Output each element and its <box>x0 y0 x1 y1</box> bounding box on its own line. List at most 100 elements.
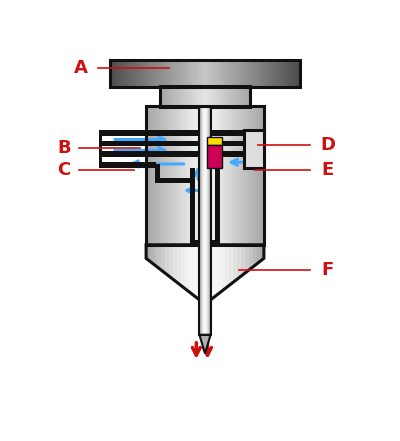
Bar <box>182 86 184 107</box>
Bar <box>191 105 193 245</box>
Bar <box>248 105 250 245</box>
Bar <box>160 86 250 107</box>
Bar <box>199 60 202 87</box>
Bar <box>290 60 293 87</box>
Polygon shape <box>158 245 162 271</box>
Polygon shape <box>225 245 228 289</box>
Bar <box>181 86 182 107</box>
Bar <box>208 86 210 107</box>
Bar <box>226 105 228 245</box>
Bar <box>195 105 197 245</box>
Bar <box>287 60 290 87</box>
Bar <box>204 86 205 107</box>
Bar <box>211 86 212 107</box>
Bar <box>256 60 258 87</box>
Bar <box>178 86 180 107</box>
Text: C: C <box>57 161 70 179</box>
Polygon shape <box>146 245 150 262</box>
Bar <box>180 86 181 107</box>
Bar <box>163 86 164 107</box>
Bar <box>193 86 194 107</box>
Bar <box>238 105 240 245</box>
Bar <box>228 105 230 245</box>
Bar <box>202 86 204 107</box>
Bar <box>236 86 238 107</box>
Bar <box>146 105 148 245</box>
Bar <box>174 86 175 107</box>
Bar <box>250 105 252 245</box>
Bar <box>166 105 168 245</box>
Polygon shape <box>217 245 221 295</box>
Bar <box>214 60 218 87</box>
Polygon shape <box>248 245 252 271</box>
Bar <box>242 86 244 107</box>
Bar <box>238 86 240 107</box>
Polygon shape <box>178 245 182 286</box>
Bar <box>194 86 196 107</box>
Bar <box>170 60 174 87</box>
Polygon shape <box>228 245 232 286</box>
Bar <box>242 105 244 245</box>
Bar <box>142 60 145 87</box>
Bar <box>211 60 214 87</box>
Bar <box>258 60 262 87</box>
Bar <box>192 86 193 107</box>
Bar <box>193 105 195 245</box>
Bar <box>206 86 208 107</box>
Bar <box>240 86 241 107</box>
Polygon shape <box>162 245 166 273</box>
Bar <box>155 178 190 183</box>
Text: B: B <box>57 139 71 157</box>
Bar <box>252 60 256 87</box>
Bar <box>256 105 258 245</box>
Bar <box>170 86 172 107</box>
Bar <box>296 60 300 87</box>
Polygon shape <box>189 245 193 295</box>
Bar <box>262 60 265 87</box>
Polygon shape <box>170 245 174 280</box>
Bar <box>132 60 136 87</box>
Bar <box>174 60 177 87</box>
Polygon shape <box>197 245 201 301</box>
Bar <box>190 240 220 245</box>
Bar <box>205 86 206 107</box>
Bar <box>230 60 233 87</box>
Bar <box>196 60 199 87</box>
Polygon shape <box>201 245 205 304</box>
Polygon shape <box>256 245 260 265</box>
Text: E: E <box>321 161 334 179</box>
Bar <box>183 60 186 87</box>
Bar <box>114 60 117 87</box>
Bar <box>170 105 172 245</box>
Polygon shape <box>252 245 256 268</box>
Bar <box>260 105 262 245</box>
Bar <box>152 105 154 245</box>
Polygon shape <box>236 245 240 280</box>
Bar <box>186 86 187 107</box>
Bar <box>176 105 178 245</box>
Bar <box>199 86 200 107</box>
Bar <box>168 105 170 245</box>
Bar <box>218 86 220 107</box>
Bar <box>206 137 222 145</box>
Bar <box>99 151 252 157</box>
Bar <box>226 86 228 107</box>
Bar <box>293 60 296 87</box>
Bar <box>244 86 246 107</box>
Bar <box>110 60 114 87</box>
Bar <box>218 60 221 87</box>
Bar <box>187 105 189 245</box>
Bar <box>202 60 205 87</box>
Bar <box>248 86 250 107</box>
Bar <box>284 60 287 87</box>
Polygon shape <box>166 245 170 277</box>
Polygon shape <box>185 245 189 292</box>
Text: F: F <box>321 261 334 279</box>
Bar <box>110 60 300 87</box>
Polygon shape <box>154 245 158 268</box>
Bar <box>227 60 230 87</box>
Bar <box>156 105 158 245</box>
Bar <box>206 145 222 168</box>
Bar <box>210 86 211 107</box>
Bar <box>178 105 180 245</box>
